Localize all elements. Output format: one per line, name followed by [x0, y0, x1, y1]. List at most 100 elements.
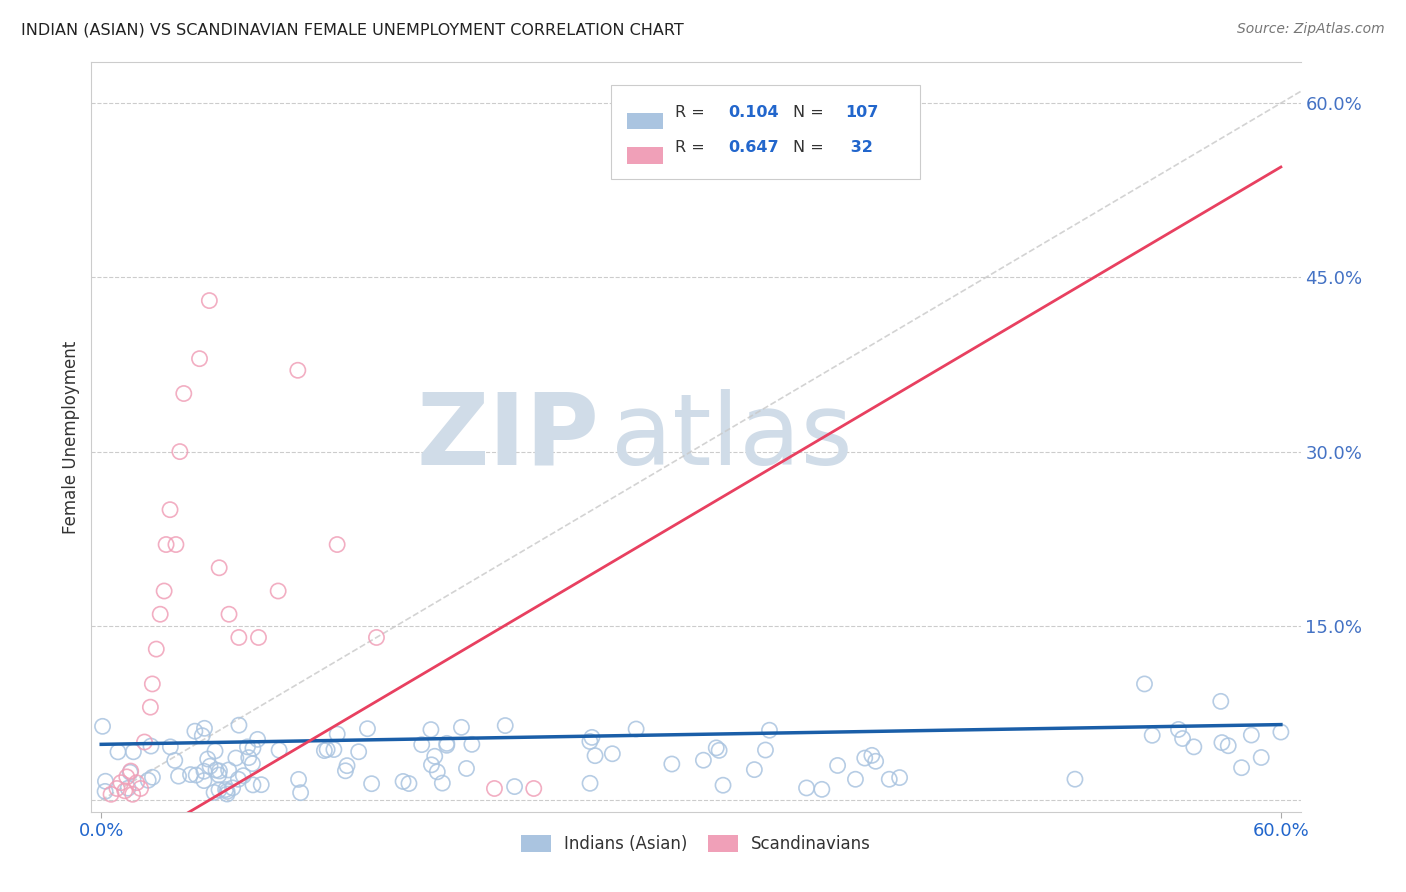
- Point: [169, 444, 191, 458]
- Point: [335, 764, 357, 778]
- Point: [197, 752, 219, 766]
- Point: [432, 776, 454, 790]
- Point: [129, 781, 152, 796]
- Point: [1270, 725, 1292, 739]
- Text: R =: R =: [675, 140, 710, 154]
- Point: [1240, 728, 1263, 742]
- Point: [450, 720, 472, 734]
- Point: [707, 743, 730, 757]
- Text: R =: R =: [675, 105, 710, 120]
- Point: [758, 723, 780, 738]
- Point: [228, 718, 250, 732]
- Point: [827, 758, 849, 772]
- Point: [186, 768, 208, 782]
- Point: [218, 763, 240, 777]
- Point: [165, 537, 187, 551]
- Point: [602, 747, 624, 761]
- Point: [1230, 761, 1253, 775]
- Point: [583, 748, 606, 763]
- Point: [398, 776, 420, 790]
- Point: [287, 772, 309, 787]
- Point: [436, 736, 458, 750]
- Point: [287, 363, 309, 377]
- Point: [228, 631, 250, 645]
- Text: N =: N =: [793, 105, 828, 120]
- Point: [120, 765, 142, 780]
- Point: [242, 741, 264, 756]
- Point: [326, 727, 349, 741]
- Point: [208, 764, 231, 778]
- Point: [796, 780, 818, 795]
- Point: [754, 743, 776, 757]
- Point: [579, 734, 602, 748]
- Point: [141, 770, 163, 784]
- Point: [269, 743, 291, 757]
- Point: [100, 787, 122, 801]
- Text: N =: N =: [793, 140, 828, 154]
- Point: [889, 771, 911, 785]
- Point: [461, 737, 484, 751]
- Point: [155, 537, 177, 551]
- Point: [214, 782, 236, 797]
- Point: [114, 784, 136, 798]
- Point: [105, 781, 128, 796]
- Point: [134, 735, 156, 749]
- Text: atlas: atlas: [612, 389, 853, 485]
- Point: [228, 772, 250, 787]
- Point: [153, 584, 176, 599]
- Point: [860, 748, 883, 763]
- Point: [139, 700, 162, 714]
- Point: [853, 751, 876, 765]
- Point: [316, 742, 339, 756]
- Text: 0.647: 0.647: [728, 140, 779, 154]
- Point: [811, 782, 834, 797]
- Point: [423, 749, 446, 764]
- Point: [110, 775, 132, 789]
- Point: [193, 721, 215, 735]
- Point: [419, 723, 441, 737]
- Point: [242, 756, 264, 771]
- Point: [208, 561, 231, 575]
- FancyBboxPatch shape: [612, 85, 920, 178]
- Point: [117, 781, 139, 796]
- Point: [844, 772, 866, 787]
- Point: [236, 739, 259, 754]
- Point: [121, 787, 143, 801]
- Point: [1171, 731, 1194, 746]
- Point: [173, 386, 195, 401]
- Point: [232, 769, 254, 783]
- Text: 107: 107: [845, 105, 879, 120]
- Point: [1140, 728, 1163, 742]
- Point: [336, 758, 359, 772]
- Y-axis label: Female Unemployment: Female Unemployment: [62, 341, 80, 533]
- Point: [246, 732, 269, 747]
- Point: [267, 584, 290, 599]
- FancyBboxPatch shape: [627, 147, 664, 163]
- Point: [523, 781, 546, 796]
- Point: [503, 780, 526, 794]
- Text: 0.104: 0.104: [728, 105, 779, 120]
- Point: [581, 731, 603, 745]
- Point: [624, 722, 647, 736]
- Point: [692, 753, 714, 767]
- Point: [314, 743, 336, 757]
- Point: [250, 778, 273, 792]
- Point: [366, 631, 388, 645]
- Point: [392, 774, 415, 789]
- Point: [139, 739, 162, 753]
- Legend: Indians (Asian), Scandinavians: Indians (Asian), Scandinavians: [515, 828, 877, 860]
- Point: [865, 754, 887, 768]
- Point: [91, 719, 114, 733]
- Point: [225, 751, 247, 765]
- Point: [704, 740, 727, 755]
- Point: [145, 642, 167, 657]
- Point: [877, 772, 900, 787]
- Text: ZIP: ZIP: [416, 389, 599, 485]
- Point: [661, 757, 683, 772]
- Point: [136, 773, 159, 788]
- Point: [1209, 694, 1232, 708]
- Point: [347, 745, 370, 759]
- Point: [456, 762, 478, 776]
- Point: [159, 739, 181, 754]
- Point: [1250, 750, 1272, 764]
